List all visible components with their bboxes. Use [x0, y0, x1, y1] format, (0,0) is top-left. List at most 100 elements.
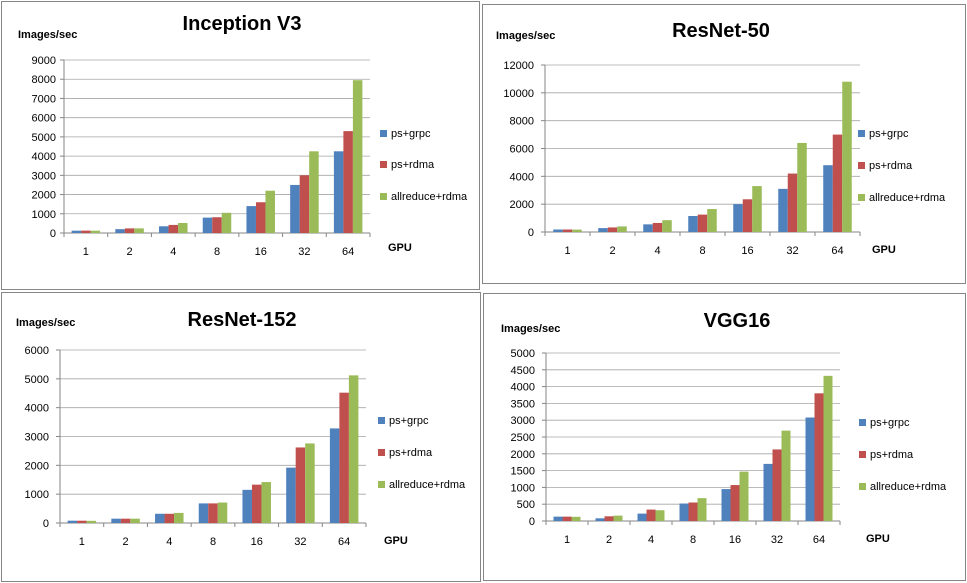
x-tick-label: 16 — [255, 246, 267, 258]
x-tick-label: 8 — [214, 246, 220, 258]
bar — [655, 510, 665, 521]
bar — [246, 206, 256, 233]
legend-swatch — [858, 162, 865, 169]
bar — [261, 482, 271, 523]
y-tick-label: 6000 — [510, 144, 534, 156]
y-tick-label: 4000 — [510, 171, 534, 183]
y-tick-label: 4500 — [511, 365, 535, 377]
bar — [242, 489, 252, 523]
bar — [730, 485, 740, 521]
bar — [168, 224, 179, 233]
bar — [733, 204, 743, 232]
bar — [617, 226, 627, 232]
legend-swatch — [380, 193, 387, 200]
bar — [688, 502, 698, 521]
bar — [265, 190, 275, 233]
x-tick-label: 64 — [342, 246, 354, 258]
legend-label: ps+grpc — [389, 415, 429, 427]
y-tick-label: 12000 — [503, 60, 534, 72]
y-tick-label: 0 — [529, 516, 535, 528]
legend-label: ps+rdma — [391, 159, 435, 171]
bar — [130, 518, 140, 523]
bar — [159, 226, 169, 233]
x-tick-label: 16 — [251, 536, 263, 548]
legend-label: ps+grpc — [391, 128, 431, 140]
x-tick-label: 1 — [83, 246, 89, 258]
bar — [553, 516, 563, 521]
y-tick-label: 0 — [43, 518, 49, 530]
bar — [598, 228, 608, 232]
bar — [742, 199, 753, 232]
legend-swatch — [859, 451, 866, 458]
chart-panel-resnet-50: 0 2000 4000 6000 8000 10000 12000 1 2 4 8 16 32 64 Res… — [482, 4, 966, 284]
bar — [562, 229, 573, 232]
bar — [212, 217, 222, 233]
legend-swatch — [380, 130, 387, 137]
bar — [721, 489, 731, 521]
x-tick-label: 64 — [813, 534, 825, 546]
bar — [339, 392, 349, 523]
y-tick-label: 5000 — [25, 374, 49, 386]
bar — [305, 443, 315, 523]
y-tick-label: 10000 — [503, 88, 534, 100]
x-tick-label: 2 — [609, 245, 615, 257]
x-tick-label: 4 — [654, 245, 660, 257]
x-tick-label: 2 — [123, 536, 129, 548]
bar — [781, 430, 791, 521]
x-tick-label: 32 — [294, 536, 306, 548]
legend-swatch — [859, 419, 866, 426]
y-tick-label: 500 — [517, 499, 535, 511]
chart-title: Inception V3 — [183, 13, 302, 35]
legend-label: allreduce+rdma — [870, 481, 947, 493]
y-tick-label: 2500 — [511, 432, 535, 444]
y-tick-label: 2000 — [32, 190, 56, 202]
y-tick-label: 4000 — [511, 382, 535, 394]
legend-label: ps+rdma — [389, 447, 433, 459]
legend-swatch — [858, 130, 865, 137]
bar — [111, 518, 121, 523]
legend-swatch — [380, 161, 387, 168]
bar — [814, 393, 824, 521]
x-tick-label: 2 — [127, 246, 133, 258]
legend-label: ps+rdma — [869, 160, 913, 172]
chart-panel-resnet-152: 0 1000 2000 3000 4000 5000 6000 1 2 4 8 16 32 64 ResNe… — [1, 292, 481, 582]
x-tick-label: 16 — [729, 534, 741, 546]
x-tick-label: 32 — [771, 534, 783, 546]
y-axis-title: Images/sec — [16, 317, 75, 329]
y-axis-title: Images/sec — [501, 323, 560, 335]
bar — [134, 228, 144, 233]
y-tick-label: 7000 — [32, 93, 56, 105]
y-tick-label: 2000 — [25, 460, 49, 472]
bar — [643, 224, 653, 232]
bar — [805, 417, 815, 521]
bar — [604, 516, 614, 521]
x-axis-title: GPU — [872, 244, 896, 256]
chart-svg: 0 1000 2000 3000 4000 5000 6000 1 2 4 8 16 32 64 ResNe… — [16, 309, 466, 548]
bar — [823, 165, 833, 232]
x-tick-label: 64 — [338, 536, 350, 548]
bar — [221, 212, 232, 233]
bar — [652, 222, 663, 232]
bar — [251, 484, 262, 523]
bar — [77, 520, 87, 523]
bar — [752, 186, 762, 232]
bar — [553, 229, 563, 232]
bar — [329, 428, 340, 523]
x-tick-label: 2 — [606, 534, 612, 546]
y-tick-label: 4000 — [32, 151, 56, 163]
y-tick-label: 3000 — [32, 170, 56, 182]
x-tick-label: 8 — [210, 536, 216, 548]
bar — [255, 202, 266, 233]
bar — [571, 516, 581, 521]
legend-swatch — [378, 449, 385, 456]
y-axis-title: Images/sec — [18, 29, 77, 41]
y-tick-label: 6000 — [32, 113, 56, 125]
x-tick-label: 4 — [166, 536, 172, 548]
legend-label: ps+grpc — [870, 417, 910, 429]
bar — [688, 215, 698, 232]
bar — [343, 131, 353, 233]
y-tick-label: 9000 — [32, 55, 56, 67]
chart-svg: 0 500 1000 1500 2000 2500 3000 3500 4000 4500 5000… — [501, 310, 947, 546]
bar — [290, 184, 300, 233]
x-tick-label: 16 — [741, 245, 753, 257]
